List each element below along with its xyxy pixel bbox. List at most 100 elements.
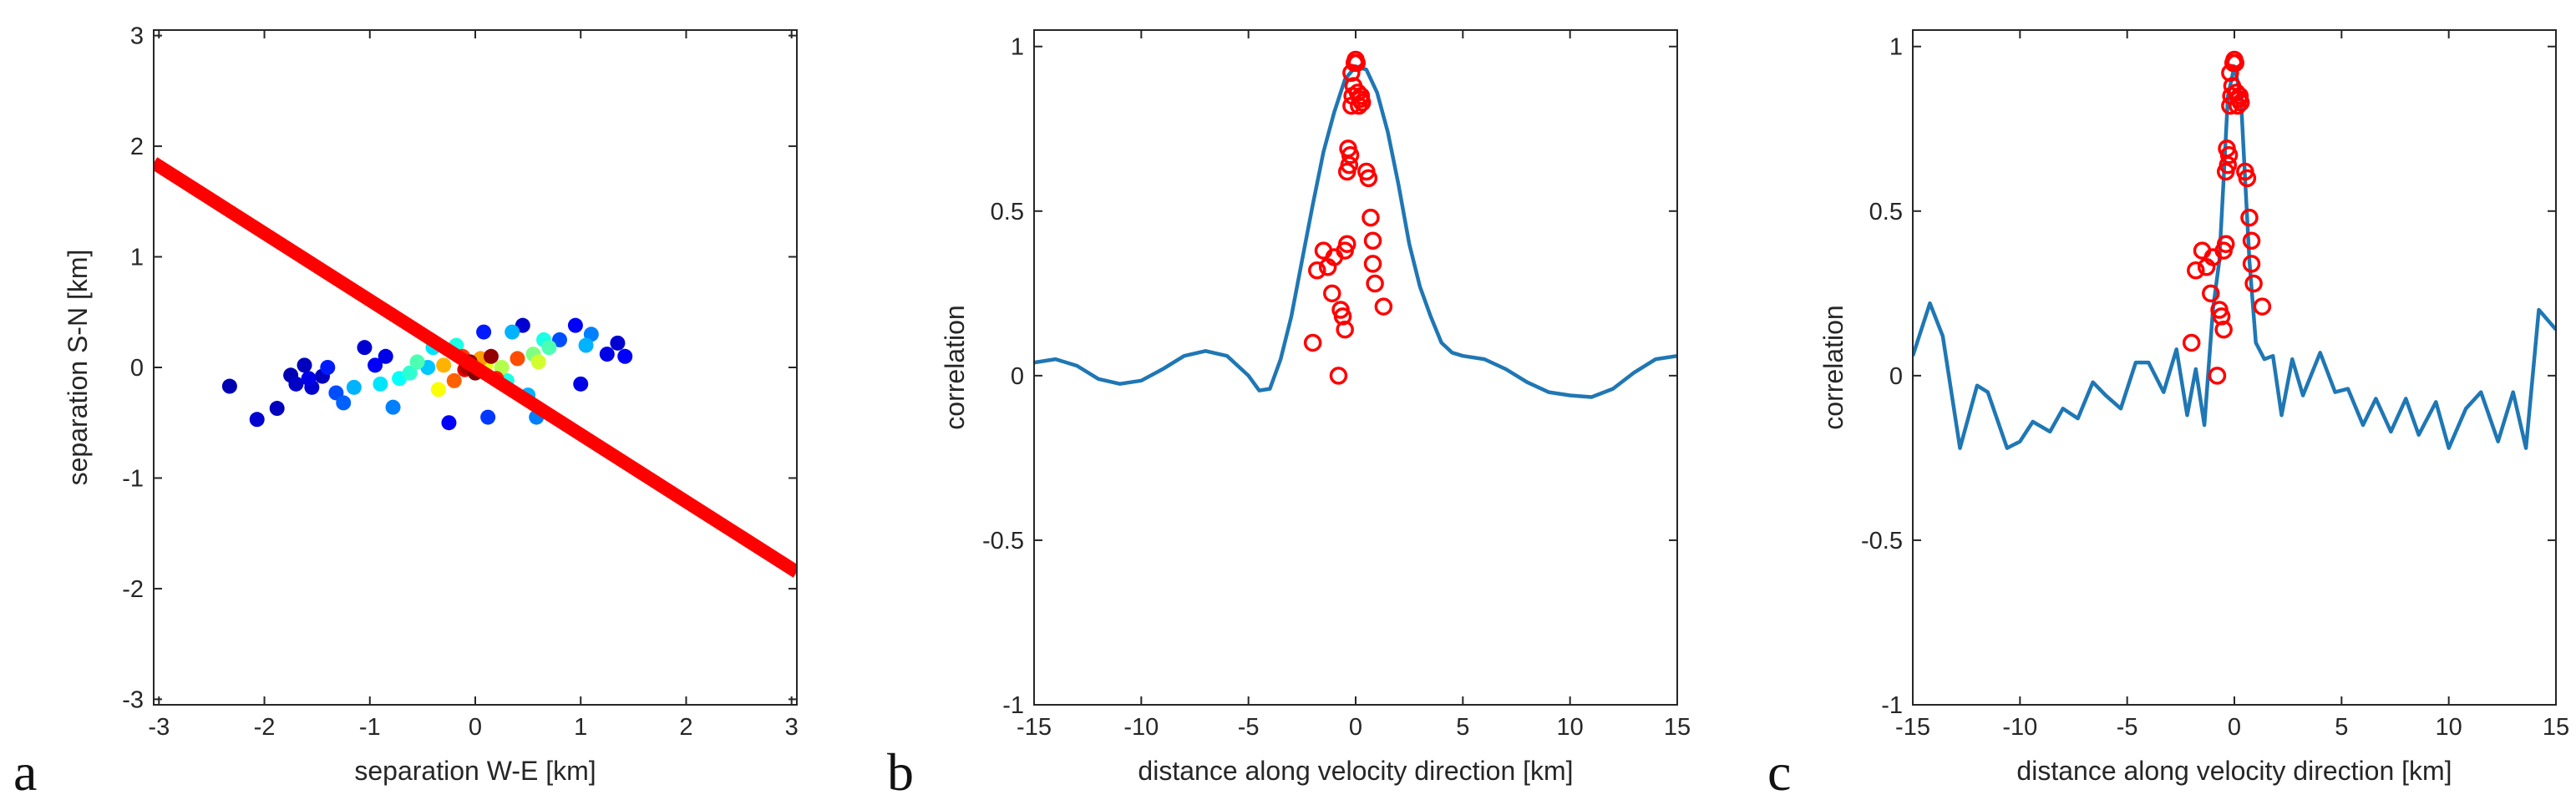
scatter-point <box>297 357 312 373</box>
panel-b-line: -15 -10 -5 0 5 10 15 -1 -0.5 0 0.5 1 distance along… <box>887 29 1691 802</box>
panel-a-ylabel: separation S-N [km] <box>63 250 93 486</box>
scatter-point <box>249 412 265 428</box>
observed-point <box>2242 255 2261 273</box>
scatter-point <box>541 340 557 356</box>
y-tick-label: -1 <box>1002 692 1024 719</box>
y-tick-label: 3 <box>130 23 144 50</box>
scatter-point <box>505 324 520 340</box>
observed-point <box>1362 208 1380 227</box>
x-tick-label: 10 <box>2436 714 2462 741</box>
scatter-point <box>221 378 237 394</box>
scatter-point <box>599 347 615 362</box>
observed-point <box>1340 155 1359 175</box>
scatter-point <box>510 351 525 367</box>
scatter-point <box>483 348 499 364</box>
scatter-point <box>551 332 567 347</box>
observed-point <box>2187 261 2205 280</box>
y-tick-label: -1 <box>122 465 144 492</box>
x-tick-label: 15 <box>1664 714 1691 741</box>
y-tick-label: 1 <box>1011 34 1024 61</box>
observed-point <box>2230 87 2249 105</box>
observed-point <box>1336 320 1354 339</box>
scatter-point <box>368 357 383 373</box>
observed-point <box>1363 231 1382 251</box>
panel-c-xlabel: distance along velocity direction [km] <box>2016 756 2452 786</box>
scatter-point <box>409 354 425 370</box>
panel-c-plot-area <box>1913 50 2556 450</box>
y-tick-label: 0.5 <box>1869 199 1903 225</box>
x-tick-label: 0 <box>2228 714 2241 741</box>
observed-point <box>1308 261 1326 280</box>
scatter-point <box>357 340 373 356</box>
panel-a-ticks: -3 -2 -1 0 1 2 3 -3 -2 -1 0 1 2 3 <box>122 23 799 741</box>
panel-a-letter: a <box>13 742 37 802</box>
x-tick-label: -10 <box>1123 714 1159 741</box>
observed-point <box>2240 208 2259 227</box>
scatter-point <box>402 365 418 381</box>
observed-point <box>1323 284 1341 303</box>
panel-a-xlabel: separation W-E [km] <box>354 756 596 786</box>
scatter-point <box>320 360 336 375</box>
x-tick-label: 0 <box>1349 714 1362 741</box>
observed-point <box>2214 320 2233 339</box>
scatter-point <box>578 337 594 353</box>
y-tick-label: 1 <box>1889 34 1903 61</box>
scatter-point <box>530 354 546 370</box>
x-tick-label: -1 <box>359 714 381 741</box>
observed-point <box>2242 231 2261 251</box>
y-tick-label: 0.5 <box>991 199 1024 225</box>
observed-point <box>2231 93 2250 112</box>
y-tick-label: 2 <box>130 134 144 160</box>
observed-point <box>1359 169 1378 188</box>
observed-point <box>2229 96 2247 115</box>
observed-point <box>2238 169 2257 188</box>
scatter-point <box>567 317 583 333</box>
x-tick-label: 3 <box>785 714 799 741</box>
panel-a-plot-area <box>154 157 797 578</box>
observed-point <box>2244 274 2263 293</box>
y-tick-label: -3 <box>122 686 144 713</box>
x-tick-label: -2 <box>254 714 276 741</box>
scatter-point <box>269 401 285 417</box>
scatter-point <box>346 379 362 395</box>
panel-b-ylabel: correlation <box>940 305 970 429</box>
scatter-point <box>378 348 393 364</box>
scatter-point <box>617 348 633 364</box>
observed-point <box>2208 367 2227 385</box>
y-tick-label: -2 <box>122 576 144 603</box>
panel-b-plot-area <box>1034 50 1677 399</box>
scatter-point <box>430 382 446 397</box>
observed-point <box>1374 297 1393 316</box>
observed-point <box>2212 307 2231 326</box>
panel-b-ticks: -15 -10 -5 0 5 10 15 -1 -0.5 0 0.5 1 <box>982 30 1691 741</box>
scatter-point <box>288 376 304 392</box>
x-tick-label: 5 <box>1456 714 1469 741</box>
y-tick-label: -0.5 <box>982 528 1024 554</box>
observed-point <box>1337 235 1356 253</box>
x-tick-label: 15 <box>2543 714 2569 741</box>
observed-point <box>2226 53 2245 73</box>
observed-point <box>2202 284 2220 303</box>
observed-point <box>2253 297 2272 316</box>
x-tick-label: 1 <box>574 714 587 741</box>
y-tick-label: 0 <box>1889 363 1903 390</box>
x-tick-label: -15 <box>1017 714 1052 741</box>
y-tick-label: 0 <box>1011 363 1024 390</box>
scatter-point <box>385 399 401 415</box>
scatter-point <box>480 409 496 425</box>
observed-point <box>1347 53 1367 73</box>
x-tick-label: -3 <box>148 714 170 741</box>
x-tick-label: 10 <box>1557 714 1584 741</box>
velocity-direction-line <box>154 157 797 578</box>
x-tick-label: -15 <box>1895 714 1930 741</box>
x-tick-label: 5 <box>2335 714 2348 741</box>
y-tick-label: 0 <box>130 355 144 382</box>
panel-b-letter: b <box>887 742 914 802</box>
panel-c-ylabel: correlation <box>1818 305 1848 429</box>
observed-point <box>1329 367 1348 385</box>
scatter-point <box>336 395 352 411</box>
observed-point <box>2219 146 2239 165</box>
x-tick-label: 2 <box>679 714 692 741</box>
